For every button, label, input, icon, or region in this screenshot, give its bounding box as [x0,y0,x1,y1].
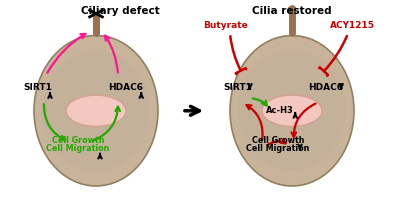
Ellipse shape [288,6,296,11]
Text: Cilia restored: Cilia restored [252,6,332,16]
Text: SIRT1: SIRT1 [224,83,252,92]
Text: Cell Migration: Cell Migration [246,144,310,153]
Circle shape [66,95,126,126]
Ellipse shape [92,12,100,17]
Circle shape [262,95,322,126]
Ellipse shape [42,51,150,171]
Text: Butyrate: Butyrate [204,20,248,30]
Ellipse shape [230,36,354,186]
Text: Ciliary defect: Ciliary defect [81,6,159,16]
Text: ACY1215: ACY1215 [330,20,374,30]
Text: Cell Migration: Cell Migration [46,144,110,153]
Text: Cell Growth: Cell Growth [52,136,104,145]
Text: HDAC6: HDAC6 [308,83,344,92]
Ellipse shape [238,51,346,171]
Ellipse shape [34,36,158,186]
Text: SIRT1: SIRT1 [24,83,52,92]
Text: Cell Growth: Cell Growth [252,136,304,145]
Text: Ac-H3: Ac-H3 [266,106,294,115]
Text: HDAC6: HDAC6 [108,83,144,92]
